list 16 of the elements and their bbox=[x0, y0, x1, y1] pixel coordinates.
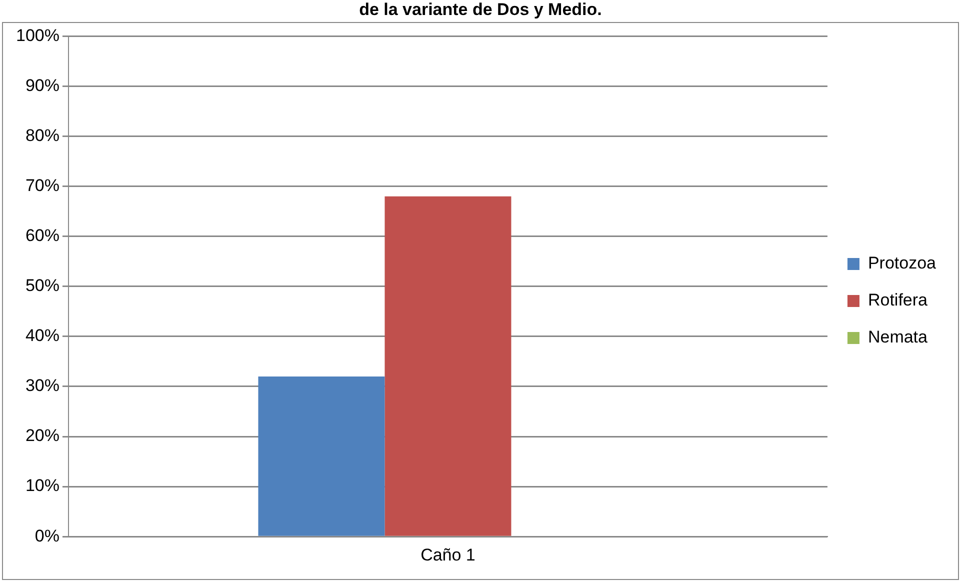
y-tick-label: 50% bbox=[25, 276, 60, 296]
y-tick-label: 80% bbox=[25, 126, 60, 145]
y-tick-label: 40% bbox=[25, 326, 60, 346]
chart-title: de la variante de Dos y Medio. bbox=[358, 0, 603, 20]
y-tick-label: 90% bbox=[25, 76, 60, 95]
y-tick-label: 100% bbox=[16, 26, 60, 45]
y-tick-label: 10% bbox=[25, 476, 60, 496]
y-tick-label: 60% bbox=[25, 226, 60, 246]
x-tick-label: Caño 1 bbox=[420, 545, 476, 564]
y-tick-label: 70% bbox=[25, 176, 60, 196]
y-tick-label: 20% bbox=[25, 426, 60, 446]
legend-label: Protozoa bbox=[868, 254, 937, 273]
y-tick-label: 30% bbox=[25, 376, 60, 396]
legend-label: Rotifera bbox=[868, 290, 928, 310]
y-tick-label: 0% bbox=[34, 526, 60, 546]
legend-label: Nemata bbox=[868, 328, 928, 347]
